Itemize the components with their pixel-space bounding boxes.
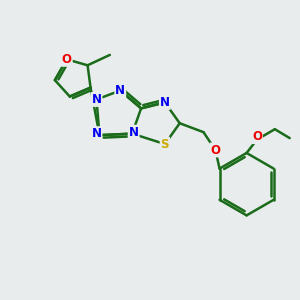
Text: N: N [129,126,139,139]
Text: O: O [252,130,262,143]
Text: N: N [160,96,170,109]
Text: S: S [160,138,169,151]
Text: O: O [210,143,220,157]
Text: N: N [115,84,125,97]
Text: O: O [62,53,72,66]
Text: N: N [92,127,101,140]
Text: N: N [92,93,101,106]
